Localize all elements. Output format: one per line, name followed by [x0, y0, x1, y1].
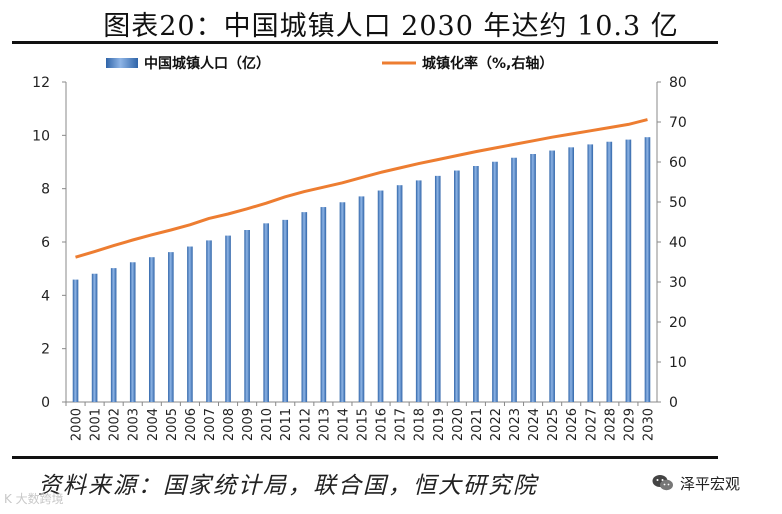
bar: [549, 150, 555, 402]
x-tick-label: 2017: [394, 408, 409, 441]
bar: [530, 154, 536, 402]
bar: [454, 170, 460, 402]
x-tick-label: 2021: [470, 408, 485, 441]
x-tick-label: 2004: [146, 408, 161, 441]
bar: [225, 235, 231, 402]
x-tick-label: 2029: [622, 408, 637, 441]
y-right-tick-label: 30: [669, 275, 687, 291]
x-tick-label: 2020: [451, 408, 466, 441]
y-right-tick-label: 60: [669, 155, 687, 171]
x-tick-label: 2012: [298, 408, 313, 441]
x-tick-label: 2007: [203, 408, 218, 441]
bar: [206, 240, 212, 402]
chart: 中国城镇人口（亿） 城镇化率（%,右轴） 0246810120102030405…: [32, 55, 687, 441]
bar: [644, 137, 651, 402]
y-right-tick-label: 0: [669, 395, 678, 411]
bar: [606, 141, 613, 402]
y-right-tick-label: 80: [669, 75, 687, 91]
bar: [282, 219, 289, 402]
legend-bar-label: 中国城镇人口（亿）: [144, 55, 270, 72]
bar: [148, 257, 155, 402]
bar: [434, 175, 441, 402]
bar: [587, 144, 594, 402]
x-tick-label: 2008: [222, 408, 237, 441]
wechat-icon: [652, 475, 673, 491]
source-text: 资料来源：国家统计局，联合国，恒大研究院: [38, 473, 538, 499]
bar: [415, 180, 422, 402]
bar: [358, 196, 365, 402]
x-tick-label: 2028: [603, 408, 618, 441]
bar: [72, 279, 79, 402]
legend-line-label: 城镇化率（%,右轴）: [422, 55, 553, 72]
bar: [473, 166, 479, 402]
brand-badge: 泽平宏观: [652, 472, 740, 494]
brand-name: 泽平宏观: [680, 474, 741, 493]
x-tick-label: 2000: [70, 408, 85, 441]
y-right-tick-label: 10: [669, 355, 687, 371]
x-tick-label: 2011: [279, 408, 294, 441]
x-tick-label: 2003: [127, 408, 142, 441]
x-tick-label: 2013: [317, 408, 332, 441]
y-left-tick-label: 8: [41, 182, 50, 198]
y-right-tick-label: 40: [669, 235, 687, 251]
bar: [396, 185, 403, 402]
source-rule: [12, 456, 718, 459]
bar: [625, 139, 632, 402]
y-left-tick-label: 4: [41, 288, 50, 304]
x-tick-label: 2030: [642, 408, 657, 441]
bar: [339, 202, 346, 402]
legend: 中国城镇人口（亿） 城镇化率（%,右轴）: [106, 55, 553, 72]
bar: [129, 262, 136, 402]
x-tick-label: 2009: [241, 408, 256, 441]
x-tick-label: 2005: [165, 408, 180, 441]
x-tick-label: 2024: [527, 408, 542, 441]
y-left-tick-label: 2: [41, 342, 50, 358]
bar: [91, 273, 98, 402]
title-rule: [12, 41, 718, 44]
x-tick-label: 2014: [336, 408, 351, 441]
bar: [568, 147, 575, 402]
bar: [320, 207, 327, 402]
x-tick-label: 2027: [584, 408, 599, 441]
bar: [244, 230, 250, 402]
x-tick-label: 2016: [375, 408, 390, 441]
bar: [377, 190, 384, 402]
bar: [110, 268, 117, 402]
x-tick-label: 2019: [432, 408, 447, 441]
y-right-tick-label: 50: [669, 195, 687, 211]
y-left-tick-label: 10: [32, 128, 50, 144]
page-title: 图表20：中国城镇人口 2030 年达约 10.3 亿: [103, 11, 679, 42]
x-tick-label: 2023: [508, 408, 523, 441]
x-tick-label: 2010: [260, 408, 275, 441]
x-tick-label: 2006: [184, 408, 199, 441]
bar: [511, 157, 517, 402]
y-left-tick-label: 6: [41, 235, 50, 251]
y-right-tick-label: 70: [669, 115, 687, 131]
bar: [168, 252, 174, 402]
bar: [301, 212, 308, 402]
bar: [187, 246, 193, 402]
x-tick-label: 2025: [546, 408, 561, 441]
watermark: K 大数跨境: [4, 492, 64, 506]
y-right-tick-label: 20: [669, 315, 687, 331]
bar: [263, 223, 269, 402]
y-left-tick-label: 0: [41, 395, 50, 411]
urbanization-line: [75, 118, 648, 259]
x-tick-label: 2018: [413, 408, 428, 441]
x-tick-label: 2026: [565, 408, 580, 441]
y-left-tick-label: 12: [32, 75, 50, 91]
x-tick-label: 2002: [108, 408, 123, 441]
legend-bar-swatch: [106, 58, 138, 68]
x-tick-label: 2015: [356, 408, 371, 441]
x-tick-label: 2001: [89, 408, 104, 441]
bar: [492, 161, 498, 402]
x-tick-label: 2022: [489, 408, 504, 441]
